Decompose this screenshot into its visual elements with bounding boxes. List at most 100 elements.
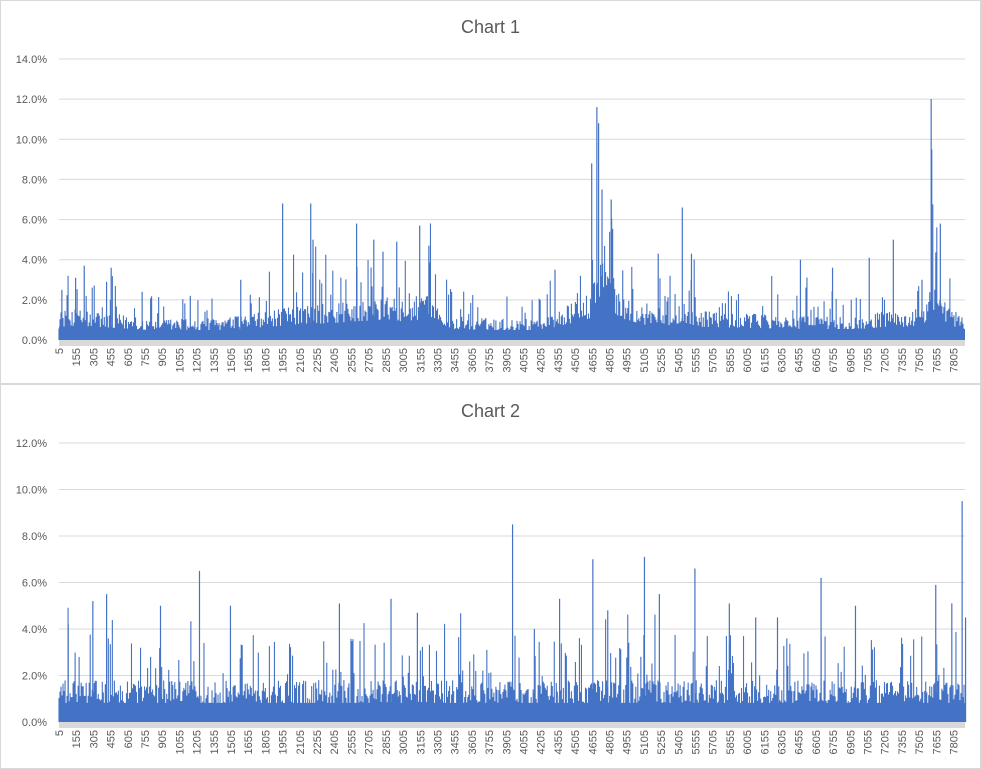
x-tick-label: 4955 xyxy=(622,730,634,754)
x-tick-label: 6155 xyxy=(759,730,771,754)
chart-2-panel: Chart 2 0.0% 2.0% 4.0% 6.0% 8.0% 10.0% 12.0% 5 1… xyxy=(0,384,981,769)
x-tick-label: 4355 xyxy=(553,348,565,372)
y-tick-label: 6.0% xyxy=(22,215,47,227)
bar-columns xyxy=(58,204,965,340)
x-tick-label: 5255 xyxy=(656,730,668,754)
x-tick-label: 4205 xyxy=(536,730,548,754)
x-tick-label: 755 xyxy=(140,730,152,748)
y-tick-label: 10.0% xyxy=(16,485,47,497)
x-tick-label: 4805 xyxy=(605,348,617,372)
x-tick-label: 6905 xyxy=(845,730,857,754)
x-tick-label: 1205 xyxy=(192,730,204,754)
x-tick-label: 2405 xyxy=(329,730,341,754)
x-tick-label: 7055 xyxy=(863,348,875,372)
x-tick-label: 5405 xyxy=(673,730,685,754)
x-tick-label: 3305 xyxy=(433,730,445,754)
x-tick-label: 1805 xyxy=(260,348,272,372)
x-tick-label: 3905 xyxy=(501,348,513,372)
x-tick-label: 6155 xyxy=(759,348,771,372)
x-tick-label: 5105 xyxy=(639,348,651,372)
x-tick-label: 6605 xyxy=(811,348,823,372)
x-tick-label: 6005 xyxy=(742,730,754,754)
x-tick-label: 605 xyxy=(123,348,135,366)
x-tick-label: 4955 xyxy=(622,348,634,372)
x-tick-label: 5705 xyxy=(708,730,720,754)
x-tick-label: 2855 xyxy=(381,730,393,754)
x-tick-label: 5105 xyxy=(639,730,651,754)
x-tick-label: 4655 xyxy=(587,730,599,754)
x-tick-label: 5 xyxy=(54,730,66,736)
x-tick-label: 2105 xyxy=(295,730,307,754)
x-tick-label: 2555 xyxy=(346,730,358,754)
x-tick-label: 1955 xyxy=(278,730,290,754)
x-tick-label: 6005 xyxy=(742,348,754,372)
x-tick-label: 4805 xyxy=(605,730,617,754)
x-tick-label: 5 xyxy=(54,348,66,354)
x-tick-label: 605 xyxy=(123,730,135,748)
x-tick-label: 3455 xyxy=(450,730,462,754)
x-tick-label: 1055 xyxy=(174,730,186,754)
x-tick-label: 6305 xyxy=(777,348,789,372)
x-tick-label: 3455 xyxy=(450,348,462,372)
x-tick-label: 7205 xyxy=(880,730,892,754)
x-tick-label: 7805 xyxy=(949,348,961,372)
x-tick-label: 7205 xyxy=(880,348,892,372)
x-tick-label: 7505 xyxy=(914,730,926,754)
x-tick-label: 1355 xyxy=(209,730,221,754)
x-tick-label: 7055 xyxy=(863,730,875,754)
y-tick-label: 14.0% xyxy=(16,54,47,66)
x-tick-label: 7355 xyxy=(897,348,909,372)
chart-1-plot: 0.0% 2.0% 4.0% 6.0% 8.0% 10.0% 12.0% 14.0% 5 155 3… xyxy=(16,54,965,372)
x-tick-label: 1655 xyxy=(243,730,255,754)
y-tick-label: 10.0% xyxy=(16,134,47,146)
x-tick-label: 3305 xyxy=(433,348,445,372)
x-tick-label: 1505 xyxy=(226,730,238,754)
y-tick-label: 12.0% xyxy=(16,94,47,106)
chart-2-title: Chart 2 xyxy=(460,401,521,421)
x-tick-label: 4655 xyxy=(587,348,599,372)
x-tick-label: 905 xyxy=(157,348,169,366)
x-tick-label: 3605 xyxy=(467,348,479,372)
x-axis-band xyxy=(59,722,965,728)
y-tick-label: 2.0% xyxy=(22,295,47,307)
x-tick-label: 155 xyxy=(71,730,83,748)
x-tick-label: 7505 xyxy=(914,348,926,372)
x-tick-label: 6455 xyxy=(794,730,806,754)
x-tick-label: 1205 xyxy=(192,348,204,372)
x-axis-band xyxy=(59,340,965,346)
x-tick-label: 6605 xyxy=(811,730,823,754)
x-tick-label: 3155 xyxy=(415,730,427,754)
x-tick-label: 305 xyxy=(88,348,100,366)
x-tick-label: 305 xyxy=(88,730,100,748)
x-tick-label: 6455 xyxy=(794,348,806,372)
x-tick-label: 6905 xyxy=(845,348,857,372)
y-tick-label: 6.0% xyxy=(22,578,47,590)
x-tick-label: 3605 xyxy=(467,730,479,754)
y-tick-label: 8.0% xyxy=(22,174,47,186)
x-tick-label: 4355 xyxy=(553,730,565,754)
x-tick-label: 4505 xyxy=(570,348,582,372)
chart-2-plot: 0.0% 2.0% 4.0% 6.0% 8.0% 10.0% 12.0% 5 155 305 455… xyxy=(16,438,967,754)
x-tick-label: 3755 xyxy=(484,730,496,754)
x-tick-label: 4205 xyxy=(536,348,548,372)
y-tick-label: 4.0% xyxy=(22,255,47,267)
x-tick-label: 5255 xyxy=(656,348,668,372)
x-tick-label: 1655 xyxy=(243,348,255,372)
y-tick-label: 0.0% xyxy=(22,717,47,729)
chart-1-panel: Chart 1 0.0% 2.0% 4.0% 6.0% 8.0% 10.0% 12.0% 14… xyxy=(0,0,981,384)
x-tick-label: 7655 xyxy=(931,348,943,372)
x-tick-label: 4055 xyxy=(519,730,531,754)
x-tick-label: 6755 xyxy=(828,730,840,754)
x-tick-label: 6305 xyxy=(777,730,789,754)
x-tick-label: 1055 xyxy=(174,348,186,372)
x-tick-label: 5855 xyxy=(725,730,737,754)
x-tick-label: 2555 xyxy=(346,348,358,372)
x-tick-label: 4055 xyxy=(519,348,531,372)
x-tick-label: 2855 xyxy=(381,348,393,372)
y-tick-label: 4.0% xyxy=(22,624,47,636)
x-tick-label: 3755 xyxy=(484,348,496,372)
x-tick-label: 455 xyxy=(106,348,118,366)
x-tick-label: 2705 xyxy=(364,348,376,372)
x-tick-label: 6755 xyxy=(828,348,840,372)
x-tick-label: 155 xyxy=(71,348,83,366)
